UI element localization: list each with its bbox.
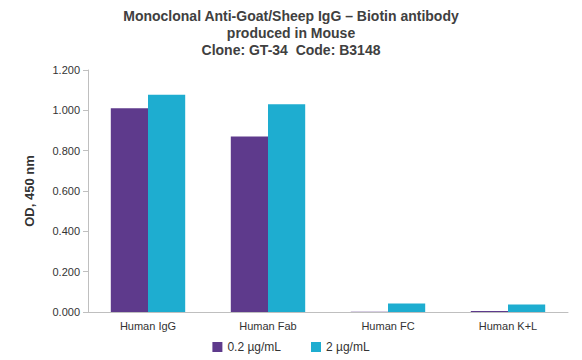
svg-text:Human FC: Human FC xyxy=(361,320,414,332)
svg-text:2 µg/mL: 2 µg/mL xyxy=(326,340,370,354)
svg-text:produced in Mouse: produced in Mouse xyxy=(227,25,356,41)
svg-text:1.200: 1.200 xyxy=(52,64,80,76)
svg-text:0.000: 0.000 xyxy=(52,306,80,318)
svg-text:OD, 450 nm: OD, 450 nm xyxy=(22,155,37,227)
svg-text:0.400: 0.400 xyxy=(52,225,80,237)
svg-text:Clone: GT-34 Code: B3148: Clone: GT-34 Code: B3148 xyxy=(202,42,381,58)
svg-text:0.2 µg/mL: 0.2 µg/mL xyxy=(227,340,281,354)
svg-text:0.200: 0.200 xyxy=(52,266,80,278)
svg-text:0.600: 0.600 xyxy=(52,185,80,197)
svg-text:1.000: 1.000 xyxy=(52,104,80,116)
svg-text:Human IgG: Human IgG xyxy=(120,320,176,332)
svg-text:Human K+L: Human K+L xyxy=(479,320,537,332)
svg-text:0.800: 0.800 xyxy=(52,145,80,157)
svg-text:Monoclonal Anti-Goat/Sheep IgG: Monoclonal Anti-Goat/Sheep IgG – Biotin … xyxy=(123,8,459,24)
svg-text:Human Fab: Human Fab xyxy=(239,320,296,332)
